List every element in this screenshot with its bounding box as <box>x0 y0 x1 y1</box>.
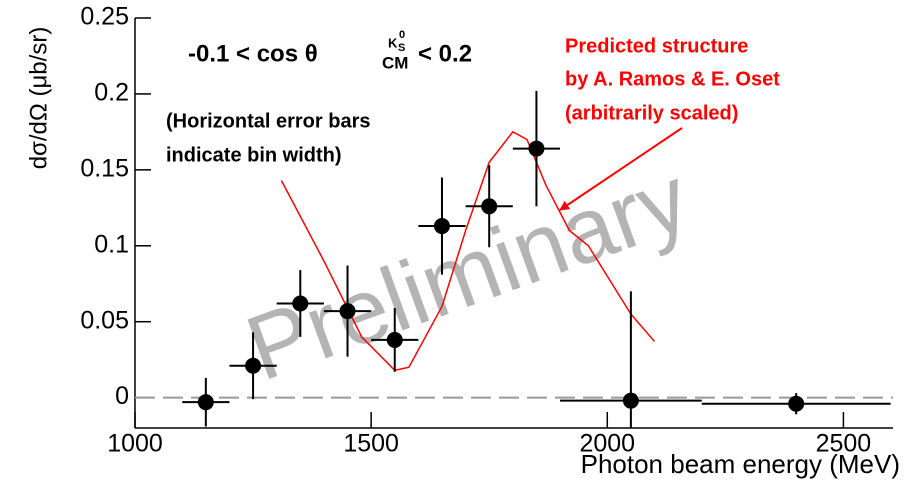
cut-sup-sup: 0 <box>399 29 405 41</box>
prediction-label: (arbitrarily scaled) <box>565 102 738 124</box>
y-tick-label: 0.25 <box>80 3 129 31</box>
y-tick-label: 0 <box>115 382 129 410</box>
y-tick-label: 0.1 <box>94 230 129 258</box>
arrow <box>559 127 683 211</box>
data-point <box>788 395 805 412</box>
cut-sup: K <box>388 35 398 50</box>
cut-suffix: < 0.2 <box>418 40 472 67</box>
y-tick-label: 0.2 <box>94 79 129 107</box>
data-point <box>197 394 214 411</box>
note-line: (Horizontal error bars <box>166 110 370 132</box>
prediction-label: Predicted structure <box>565 35 748 57</box>
x-axis-label: Photon beam energy (MeV) <box>581 449 900 479</box>
data-point <box>339 303 356 320</box>
data-point <box>245 357 262 374</box>
cut-prefix: -0.1 < cos θ <box>188 40 318 67</box>
x-tick-label: 2500 <box>816 430 872 458</box>
prediction-label: by A. Ramos & E. Oset <box>565 68 780 90</box>
x-tick-label: 1500 <box>343 430 399 458</box>
data-point <box>386 331 403 348</box>
cut-label: -0.1 < cos θ K S 0 CM < 0.2 <box>188 29 472 73</box>
cut-sup-sub: S <box>398 42 405 54</box>
y-axis-label: dσ/dΩ (μb/sr) <box>25 27 52 170</box>
data-point <box>292 295 309 312</box>
data-point <box>433 218 450 235</box>
note-line: indicate bin width) <box>166 144 342 166</box>
data-point <box>481 198 498 215</box>
data-point <box>622 392 639 409</box>
x-tick-label: 2000 <box>579 430 635 458</box>
prediction-curve <box>280 130 656 372</box>
cut-sub: CM <box>382 53 408 72</box>
x-tick-label: 1000 <box>107 430 163 458</box>
y-tick-label: 0.15 <box>80 154 129 182</box>
data-point <box>528 140 545 157</box>
y-tick-label: 0.05 <box>80 306 129 334</box>
